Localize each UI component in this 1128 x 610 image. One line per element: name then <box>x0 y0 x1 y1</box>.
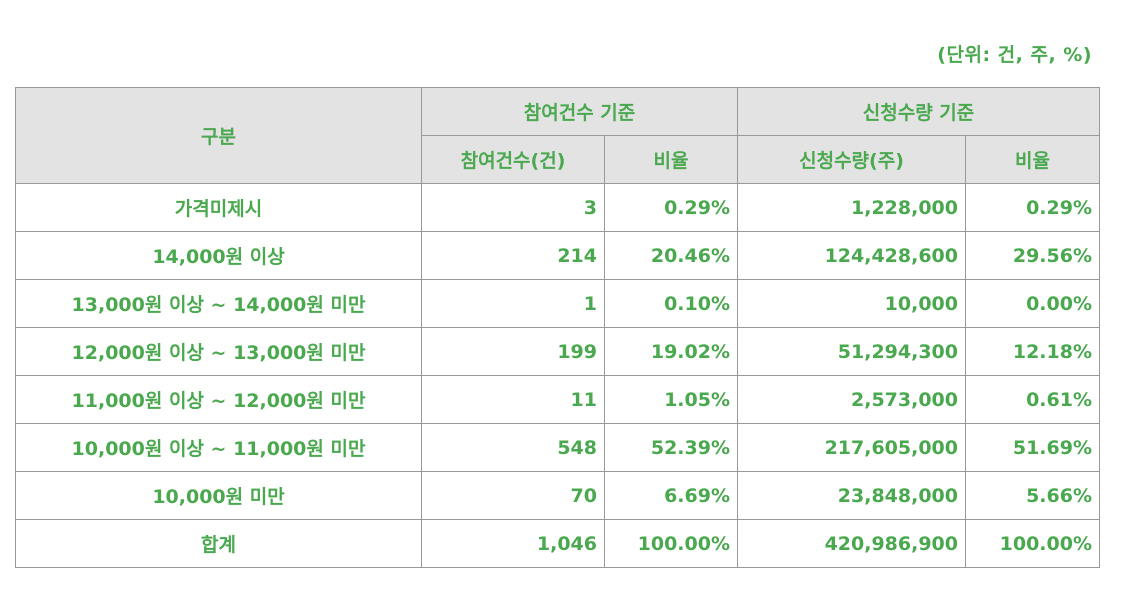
row-shares-ratio: 5.66% <box>965 471 1100 520</box>
header-category: 구분 <box>15 87 422 184</box>
row-category: 10,000원 이상 ~ 11,000원 미만 <box>15 423 422 472</box>
header-shares: 신청수량(주) <box>737 135 966 184</box>
row-shares-ratio: 0.00% <box>965 279 1100 328</box>
row-shares: 2,573,000 <box>737 375 966 424</box>
header-shares-ratio: 비율 <box>965 135 1100 184</box>
row-category: 가격미제시 <box>15 183 422 232</box>
row-shares: 10,000 <box>737 279 966 328</box>
row-count: 70 <box>421 471 605 520</box>
row-count: 548 <box>421 423 605 472</box>
unit-note: (단위: 건, 주, %) <box>937 44 1092 66</box>
table-row: 14,000원 이상 214 20.46% 124,428,600 29.56% <box>15 231 1100 280</box>
demand-forecast-table: 구분 참여건수 기준 신청수량 기준 참여건수(건) 비율 신청수량(주) 비율… <box>15 87 1100 568</box>
header-group-count: 참여건수 기준 <box>421 87 738 136</box>
row-shares-ratio: 0.29% <box>965 183 1100 232</box>
row-category: 10,000원 미만 <box>15 471 422 520</box>
row-count-ratio: 19.02% <box>604 327 738 376</box>
row-shares-ratio: 0.61% <box>965 375 1100 424</box>
total-row: 합계 1,046 100.00% 420,986,900 100.00% <box>15 519 1100 568</box>
row-count-ratio: 20.46% <box>604 231 738 280</box>
row-shares-ratio: 29.56% <box>965 231 1100 280</box>
header-count-ratio: 비율 <box>604 135 738 184</box>
table-body: 가격미제시 3 0.29% 1,228,000 0.29% 14,000원 이상… <box>15 183 1100 568</box>
row-count: 214 <box>421 231 605 280</box>
header-count: 참여건수(건) <box>421 135 605 184</box>
row-shares: 51,294,300 <box>737 327 966 376</box>
row-count-ratio: 0.10% <box>604 279 738 328</box>
row-count: 1 <box>421 279 605 328</box>
header-group-shares: 신청수량 기준 <box>737 87 1100 136</box>
table-row: 11,000원 이상 ~ 12,000원 미만 11 1.05% 2,573,0… <box>15 375 1100 424</box>
row-count-ratio: 6.69% <box>604 471 738 520</box>
header-row-sub: 참여건수(건) 비율 신청수량(주) 비율 <box>16 135 1100 184</box>
row-category: 11,000원 이상 ~ 12,000원 미만 <box>15 375 422 424</box>
row-count-ratio: 1.05% <box>604 375 738 424</box>
row-count: 199 <box>421 327 605 376</box>
row-shares: 1,228,000 <box>737 183 966 232</box>
table-header: 구분 참여건수 기준 신청수량 기준 참여건수(건) 비율 신청수량(주) 비율 <box>15 87 1100 184</box>
row-shares: 217,605,000 <box>737 423 966 472</box>
header-row-group: 구분 참여건수 기준 신청수량 기준 <box>15 87 1100 184</box>
row-shares: 23,848,000 <box>737 471 966 520</box>
row-category: 12,000원 이상 ~ 13,000원 미만 <box>15 327 422 376</box>
table-row: 10,000원 미만 70 6.69% 23,848,000 5.66% <box>15 471 1100 520</box>
row-category: 13,000원 이상 ~ 14,000원 미만 <box>15 279 422 328</box>
row-shares-ratio: 12.18% <box>965 327 1100 376</box>
row-shares-ratio: 51.69% <box>965 423 1100 472</box>
total-shares-ratio: 100.00% <box>965 519 1100 568</box>
table-row: 10,000원 이상 ~ 11,000원 미만 548 52.39% 217,6… <box>15 423 1100 472</box>
row-shares: 124,428,600 <box>737 231 966 280</box>
table-row: 13,000원 이상 ~ 14,000원 미만 1 0.10% 10,000 0… <box>15 279 1100 328</box>
table-row: 가격미제시 3 0.29% 1,228,000 0.29% <box>15 183 1100 232</box>
total-count-ratio: 100.00% <box>604 519 738 568</box>
total-label: 합계 <box>15 519 422 568</box>
total-shares: 420,986,900 <box>737 519 966 568</box>
total-count: 1,046 <box>421 519 605 568</box>
row-count: 3 <box>421 183 605 232</box>
row-count-ratio: 0.29% <box>604 183 738 232</box>
row-count-ratio: 52.39% <box>604 423 738 472</box>
table-row: 12,000원 이상 ~ 13,000원 미만 199 19.02% 51,29… <box>15 327 1100 376</box>
row-count: 11 <box>421 375 605 424</box>
row-category: 14,000원 이상 <box>15 231 422 280</box>
